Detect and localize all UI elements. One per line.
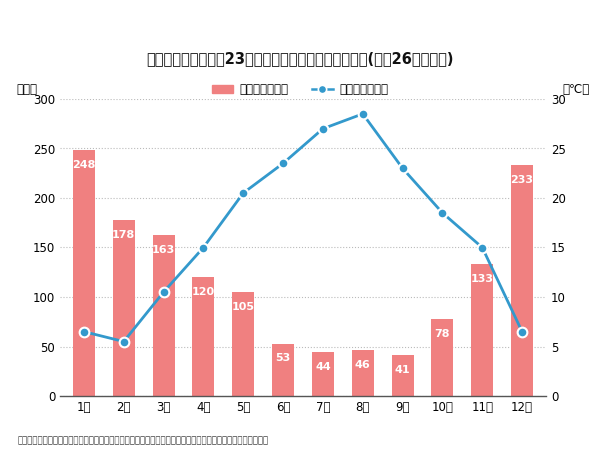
Text: 105: 105 <box>232 302 255 312</box>
Legend: 入浴中死亡者数, 入浴中死亡者数: 入浴中死亡者数, 入浴中死亡者数 <box>208 79 392 101</box>
Text: 44: 44 <box>315 362 331 372</box>
Bar <box>312 352 334 396</box>
Text: 41: 41 <box>395 365 410 375</box>
Bar <box>272 343 294 396</box>
Text: 133: 133 <box>471 274 494 284</box>
Bar <box>431 319 454 396</box>
Text: 53: 53 <box>275 353 291 364</box>
Text: （℃）: （℃） <box>562 83 590 96</box>
Text: 248: 248 <box>72 160 95 171</box>
Bar <box>152 234 175 396</box>
Text: 178: 178 <box>112 230 136 240</box>
Text: 東京都監察医院「入浴中死亡者数の推移」気象庁「過去の気象データ」をもとに東京ガス都市生活研究所作成: 東京都監察医院「入浴中死亡者数の推移」気象庁「過去の気象データ」をもとに東京ガス… <box>18 436 269 446</box>
Bar <box>73 150 95 396</box>
Bar <box>352 351 374 396</box>
Bar <box>113 220 134 396</box>
Text: 78: 78 <box>434 328 450 339</box>
Text: 163: 163 <box>152 244 175 255</box>
Bar <box>472 264 493 396</box>
Bar <box>232 292 254 396</box>
Bar <box>392 356 413 396</box>
Text: （人）: （人） <box>16 83 37 96</box>
Bar <box>511 165 533 396</box>
Text: 120: 120 <box>192 287 215 297</box>
Text: 46: 46 <box>355 360 371 370</box>
Text: 東京都の平均気温と23区内における入浴中の死亡者数(平成26年速報値): 東京都の平均気温と23区内における入浴中の死亡者数(平成26年速報値) <box>146 51 454 66</box>
Bar <box>193 277 214 396</box>
Text: 233: 233 <box>511 175 533 185</box>
